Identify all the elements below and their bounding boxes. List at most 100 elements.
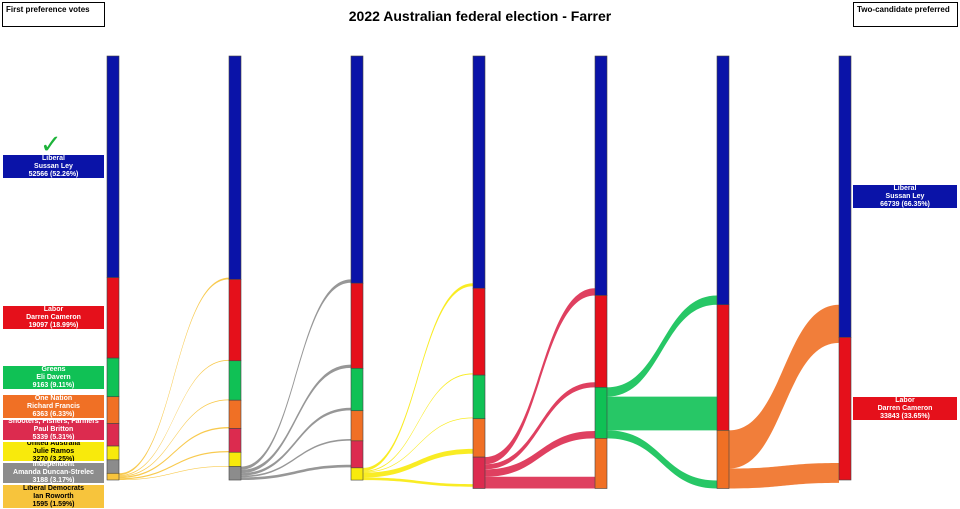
label-shooters-fishers-farmers: Shooters, Fishers, Farmers Paul Britton 53… bbox=[3, 420, 104, 440]
label-party: One Nation bbox=[34, 395, 73, 402]
label-text: 6363 (6.33%) bbox=[32, 410, 75, 418]
flow-keep-liberal-round-3 bbox=[363, 56, 473, 283]
bar-labor-round-7 bbox=[838, 337, 852, 481]
bar-liberal-round-5 bbox=[594, 55, 608, 296]
bar-one-nation-round-3 bbox=[350, 410, 364, 442]
label-party: Greens bbox=[41, 366, 66, 373]
bar-one-nation-round-2 bbox=[228, 399, 242, 429]
bar-labor-round-1 bbox=[106, 277, 120, 359]
bar-liberal-round-7 bbox=[838, 55, 852, 338]
bar-labor-round-3 bbox=[350, 282, 364, 369]
label-liberal: Liberal Sussan Ley 52566 (52.26%) bbox=[3, 155, 104, 178]
label-text: 19097 (18.99%) bbox=[28, 321, 79, 329]
flow-greens-to-one-nation bbox=[607, 430, 717, 489]
first-preference-box: First preference votes bbox=[2, 2, 105, 27]
bar-greens-round-2 bbox=[228, 360, 242, 401]
check-icon: ✓ bbox=[40, 129, 62, 159]
label-liberal-democrats: Liberal Democrats Ian Roworth 1595 (1.59%) bbox=[3, 485, 104, 508]
flow-shooters-fishers-farmers-to-greens bbox=[485, 430, 595, 477]
tcp-label-text: 33843 (33.65%) bbox=[880, 412, 930, 420]
bar-shooters-fishers-farmers-round-4 bbox=[472, 456, 486, 489]
bar-liberal-round-4 bbox=[472, 55, 486, 289]
label-independent: Independent Amanda Duncan-Strelec 3188 (3.… bbox=[3, 463, 104, 483]
label-labor: Labor Darren Cameron 19097 (18.99%) bbox=[3, 306, 104, 329]
flow-independent-to-greens bbox=[241, 407, 351, 476]
label-party: Liberal Democrats bbox=[22, 485, 85, 492]
flow-united-australia-to-liberal bbox=[363, 283, 473, 471]
label-text: 5339 (5.31%) bbox=[32, 434, 75, 440]
flow-liberal-democrats-to-united-australia bbox=[119, 466, 229, 480]
flow-shooters-fishers-farmers-to-liberal bbox=[485, 288, 595, 465]
tcp-label-party: Liberal bbox=[893, 185, 917, 192]
tcp-label-party: Labor bbox=[895, 397, 915, 404]
tcp-label-labor: Labor Darren Cameron 33843 (33.65%) bbox=[853, 397, 957, 420]
flow-independent-to-liberal bbox=[241, 279, 351, 470]
label-candidate: Paul Britton bbox=[33, 426, 74, 433]
bar-united-australia-round-2 bbox=[228, 451, 242, 467]
bar-labor-round-4 bbox=[472, 287, 486, 376]
bar-labor-round-2 bbox=[228, 279, 242, 362]
label-greens: Greens Eli Davern 9163 (9.11%) bbox=[3, 366, 104, 389]
flow-liberal-democrats-to-shooters-fishers-farmers bbox=[119, 450, 229, 480]
label-text: 3188 (3.17%) bbox=[32, 477, 75, 483]
bar-greens-round-5 bbox=[594, 387, 608, 439]
bar-liberal-round-6 bbox=[716, 55, 730, 306]
flow-keep-labor-round-3 bbox=[363, 283, 473, 373]
chart-title: 2022 Australian federal election - Farre… bbox=[348, 8, 612, 24]
flow-independent-to-labor bbox=[241, 364, 351, 474]
bar-greens-round-1 bbox=[106, 357, 120, 398]
label-candidate: Amanda Duncan-Strelec bbox=[13, 469, 94, 476]
flow-keep-labor-round-2 bbox=[241, 279, 351, 364]
label-party: Shooters, Fishers, Farmers bbox=[8, 420, 99, 425]
bar-liberal-round-2 bbox=[228, 55, 242, 280]
flow-united-australia-to-labor bbox=[363, 373, 473, 472]
bar-labor-round-5 bbox=[594, 295, 608, 388]
bar-united-australia-round-1 bbox=[106, 445, 120, 461]
bar-independent-round-1 bbox=[106, 459, 120, 474]
label-text: 1595 (1.59%) bbox=[32, 500, 75, 508]
flow-keep-labor-round-1 bbox=[119, 278, 229, 360]
label-candidate: Richard Francis bbox=[27, 402, 80, 410]
label-candidate: Sussan Ley bbox=[34, 162, 73, 170]
label-party: Independent bbox=[32, 463, 75, 468]
label-candidate: Darren Cameron bbox=[26, 313, 81, 321]
bar-shooters-fishers-farmers-round-1 bbox=[106, 423, 120, 447]
flow-independent-to-shooters-fishers-farmers bbox=[241, 464, 351, 481]
flow-one-nation-to-liberal bbox=[729, 304, 839, 469]
flow-keep-liberal-round-4 bbox=[485, 56, 595, 288]
label-candidate: Eli Davern bbox=[36, 373, 71, 381]
label-candidate: Julie Ramos bbox=[32, 447, 75, 455]
flow-keep-liberal-round-1 bbox=[119, 56, 229, 278]
flow-united-australia-to-one-nation bbox=[363, 448, 473, 478]
flow-united-australia-to-shooters-fishers-farmers bbox=[363, 477, 473, 487]
bar-united-australia-round-3 bbox=[350, 467, 364, 481]
flow-liberal-democrats-to-one-nation bbox=[119, 427, 229, 479]
bar-greens-round-4 bbox=[472, 374, 486, 420]
bar-liberal-democrats-round-1 bbox=[106, 472, 120, 481]
flow-liberal-democrats-to-greens bbox=[119, 399, 229, 477]
tcp-label-text: 66739 (66.35%) bbox=[880, 200, 930, 208]
label-candidate: Ian Roworth bbox=[33, 492, 74, 500]
flow-keep-liberal-round-6 bbox=[729, 56, 839, 305]
flow-shooters-fishers-farmers-to-one-nation bbox=[485, 476, 595, 489]
flow-keep-one-nation-round-1 bbox=[119, 397, 229, 427]
label-text: 3270 (3.25%) bbox=[32, 455, 75, 462]
bar-one-nation-round-1 bbox=[106, 396, 120, 424]
flow-keep-liberal-round-5 bbox=[607, 56, 717, 295]
flow-independent-to-one-nation bbox=[241, 438, 351, 478]
bar-independent-round-2 bbox=[228, 466, 242, 481]
bar-shooters-fishers-farmers-round-2 bbox=[228, 428, 242, 453]
flow-one-nation-to-labor bbox=[729, 462, 839, 489]
flow-greens-to-liberal bbox=[607, 295, 717, 397]
bar-one-nation-round-4 bbox=[472, 418, 486, 458]
label-text: 52566 (52.26%) bbox=[28, 170, 79, 178]
bar-greens-round-3 bbox=[350, 368, 364, 412]
tcp-label-candidate: Sussan Ley bbox=[885, 192, 925, 200]
label-united-australia: United Australia Julie Ramos 3270 (3.25%) bbox=[3, 442, 104, 461]
flow-keep-labor-round-4 bbox=[485, 288, 595, 382]
label-party: United Australia bbox=[26, 442, 81, 447]
tcp-label-candidate: Darren Cameron bbox=[877, 404, 933, 412]
two-candidate-preferred-box: Two-candidate preferred bbox=[853, 2, 958, 27]
bar-shooters-fishers-farmers-round-3 bbox=[350, 440, 364, 469]
